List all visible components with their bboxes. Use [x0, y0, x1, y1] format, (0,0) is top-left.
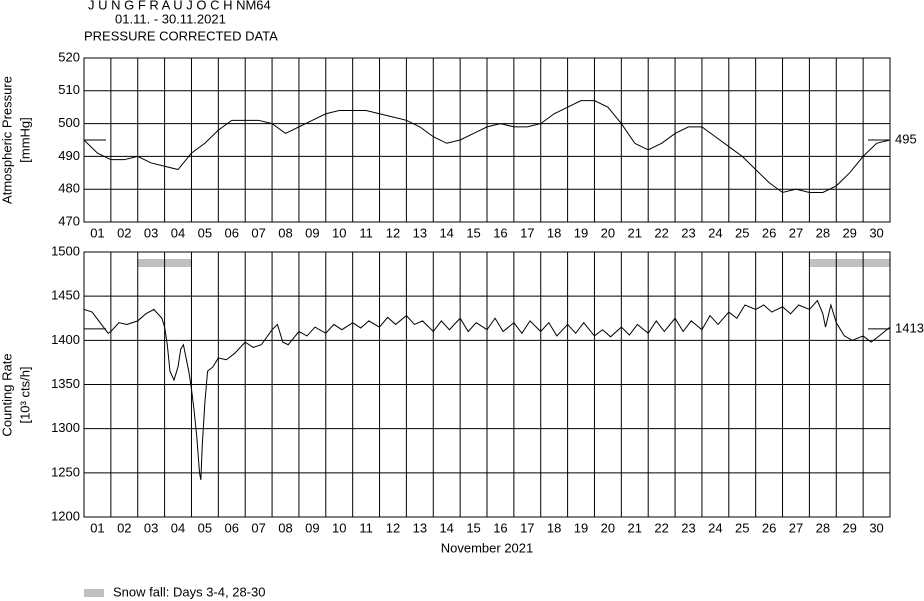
- x-tick-label: 16: [493, 520, 507, 535]
- y-tick-label: 1350: [51, 376, 80, 391]
- x-tick-label: 09: [305, 520, 319, 535]
- x-tick-label: 22: [654, 520, 668, 535]
- y-tick-label: 1200: [51, 508, 80, 523]
- x-tick-label: 19: [574, 225, 588, 240]
- y-tick-label: 1500: [51, 243, 80, 258]
- x-tick-label: 18: [547, 225, 561, 240]
- x-tick-label: 12: [386, 520, 400, 535]
- x-tick-label: 18: [547, 520, 561, 535]
- x-tick-label: 20: [601, 225, 615, 240]
- y-axis-unit: [mmHg]: [17, 117, 32, 163]
- data-line: [83, 100, 891, 194]
- x-tick-label: 14: [439, 520, 453, 535]
- x-tick-label: 30: [869, 520, 883, 535]
- x-axis-label: November 2021: [441, 540, 534, 555]
- x-tick-label: 23: [681, 225, 695, 240]
- x-tick-label: 05: [198, 520, 212, 535]
- x-tick-label: 05: [198, 225, 212, 240]
- data-line: [83, 299, 891, 480]
- y-axis-title: Atmospheric Pressure: [0, 76, 14, 204]
- x-tick-label: 01: [90, 520, 104, 535]
- x-tick-label: 10: [332, 225, 346, 240]
- legend-swatch: [84, 589, 104, 597]
- x-tick-label: 08: [278, 225, 292, 240]
- x-tick-label: 17: [520, 520, 534, 535]
- x-tick-label: 02: [117, 225, 131, 240]
- plot-frame: [83, 251, 891, 518]
- x-tick-label: 08: [278, 520, 292, 535]
- end-label: 1413: [895, 320, 924, 335]
- x-tick-label: 17: [520, 225, 534, 240]
- x-tick-label: 21: [628, 520, 642, 535]
- x-tick-label: 24: [708, 520, 722, 535]
- x-tick-label: 03: [144, 225, 158, 240]
- x-tick-label: 28: [816, 225, 830, 240]
- y-tick-label: 1300: [51, 420, 80, 435]
- y-tick-label: 480: [58, 181, 80, 196]
- x-tick-label: 06: [225, 225, 239, 240]
- x-tick-label: 02: [117, 520, 131, 535]
- x-tick-label: 24: [708, 225, 722, 240]
- x-tick-label: 12: [386, 225, 400, 240]
- y-axis-unit: [10³ cts/h]: [17, 366, 32, 423]
- x-tick-label: 04: [171, 225, 185, 240]
- x-tick-label: 06: [225, 520, 239, 535]
- subtitle: PRESSURE CORRECTED DATA: [84, 28, 278, 43]
- x-tick-label: 16: [493, 225, 507, 240]
- x-tick-label: 22: [654, 225, 668, 240]
- x-tick-label: 28: [816, 520, 830, 535]
- legend-label: Snow fall: Days 3-4, 28-30: [113, 584, 265, 599]
- y-tick-label: 1250: [51, 464, 80, 479]
- station-title: J U N G F R A U J O C H NM64: [88, 0, 271, 12]
- x-tick-label: 03: [144, 520, 158, 535]
- x-tick-label: 26: [762, 225, 776, 240]
- snow-band: [809, 259, 890, 267]
- x-tick-label: 25: [735, 520, 749, 535]
- y-tick-label: 1450: [51, 288, 80, 303]
- x-tick-label: 10: [332, 520, 346, 535]
- x-tick-label: 04: [171, 520, 185, 535]
- end-label: 495: [895, 131, 917, 146]
- x-tick-label: 26: [762, 520, 776, 535]
- x-tick-label: 25: [735, 225, 749, 240]
- x-tick-label: 07: [251, 225, 265, 240]
- plot-frame: [83, 57, 891, 223]
- x-tick-label: 13: [413, 225, 427, 240]
- x-tick-label: 29: [842, 520, 856, 535]
- period: 01.11. - 30.11.2021: [115, 11, 226, 26]
- x-tick-label: 09: [305, 225, 319, 240]
- x-tick-label: 01: [90, 225, 104, 240]
- y-tick-label: 510: [58, 82, 80, 97]
- y-tick-label: 520: [58, 49, 80, 64]
- y-tick-label: 500: [58, 115, 80, 130]
- y-tick-label: 490: [58, 148, 80, 163]
- x-tick-label: 23: [681, 520, 695, 535]
- y-tick-label: 1400: [51, 332, 80, 347]
- x-tick-label: 15: [466, 225, 480, 240]
- x-tick-label: 13: [413, 520, 427, 535]
- x-tick-label: 27: [789, 520, 803, 535]
- x-tick-label: 29: [842, 225, 856, 240]
- x-tick-label: 20: [601, 520, 615, 535]
- y-axis-title: Counting Rate: [0, 353, 14, 436]
- x-tick-label: 07: [251, 520, 265, 535]
- x-tick-label: 15: [466, 520, 480, 535]
- x-tick-label: 30: [869, 225, 883, 240]
- x-tick-label: 11: [359, 225, 373, 240]
- x-tick-label: 11: [359, 520, 373, 535]
- x-tick-label: 21: [628, 225, 642, 240]
- y-tick-label: 470: [58, 213, 80, 228]
- x-tick-label: 27: [789, 225, 803, 240]
- x-tick-label: 19: [574, 520, 588, 535]
- x-tick-label: 14: [439, 225, 453, 240]
